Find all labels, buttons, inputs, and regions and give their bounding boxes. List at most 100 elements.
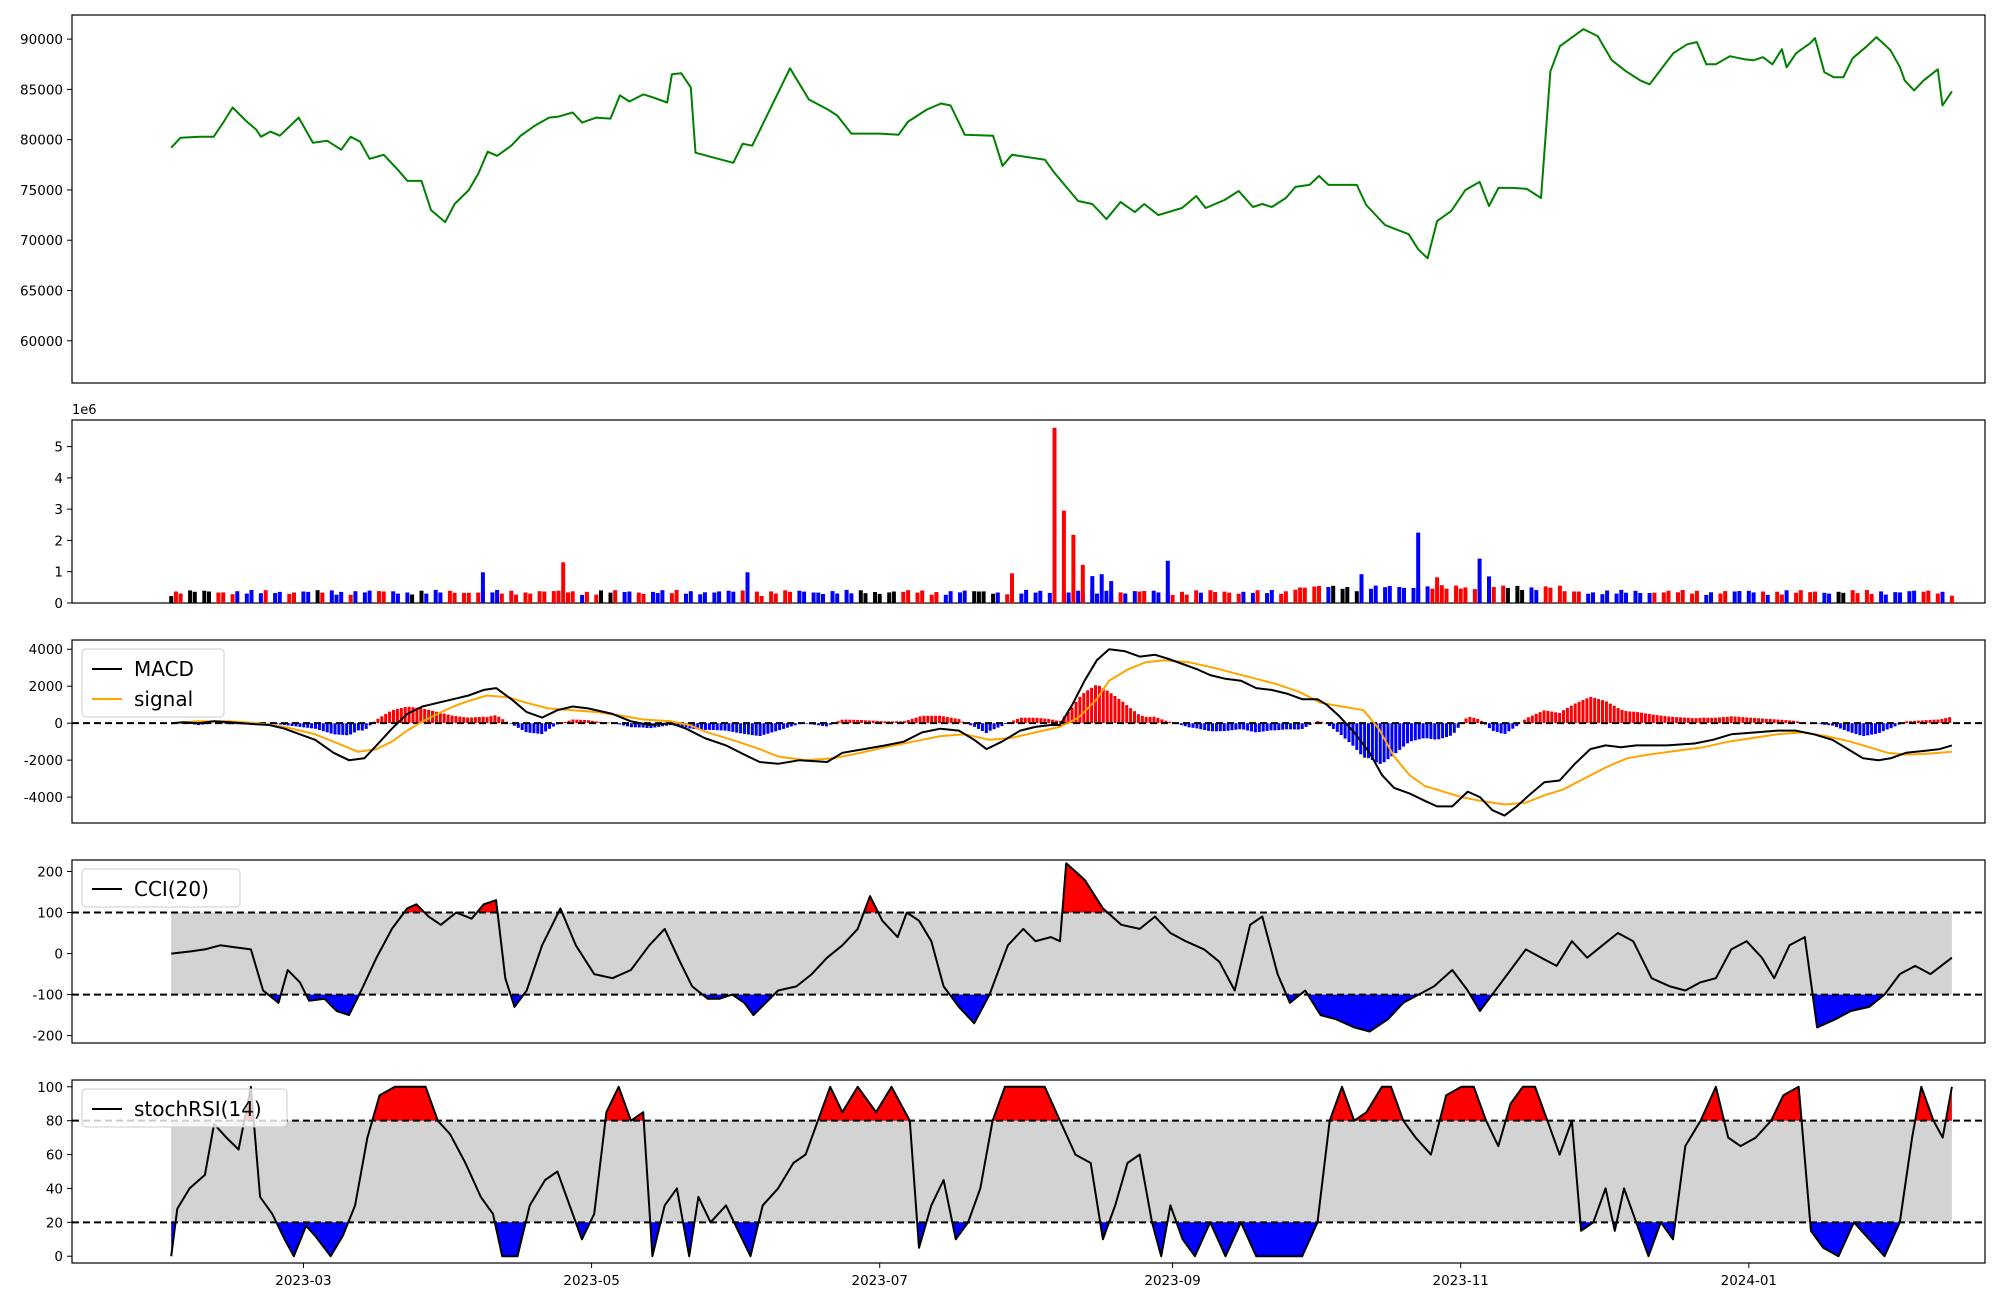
- macd-frame: [71, 639, 1986, 824]
- volume-bar: [580, 594, 585, 603]
- macd-histogram-bar: [785, 723, 789, 728]
- macd-histogram-bar: [1448, 723, 1452, 736]
- volume-bar: [688, 591, 693, 603]
- macd-histogram-bar: [1331, 723, 1335, 729]
- macd-histogram-bar: [910, 718, 914, 724]
- x-tick-label: 2023-03: [275, 1273, 331, 1289]
- volume-bar: [877, 593, 882, 603]
- volume-spike: [1090, 576, 1095, 603]
- volume-bar: [1794, 592, 1799, 603]
- macd-histogram-bar: [1156, 717, 1160, 724]
- macd-histogram-bar: [719, 723, 723, 731]
- macd-histogram-bar: [1905, 721, 1909, 724]
- volume-ytick-label: 5: [54, 440, 63, 456]
- macd-histogram-bar: [805, 723, 809, 724]
- macd-histogram-bar: [1694, 718, 1698, 724]
- volume-bar: [1236, 593, 1241, 603]
- macd-histogram-bar: [774, 723, 778, 732]
- macd-histogram-bar: [828, 723, 832, 725]
- volume-bar: [1283, 591, 1288, 603]
- macd-histogram-bar: [618, 723, 622, 725]
- macd-histogram-bar: [1265, 723, 1269, 731]
- macd-histogram-bar: [1378, 723, 1382, 764]
- volume-bar: [981, 591, 986, 603]
- macd-histogram-bar: [852, 719, 856, 724]
- volume-bar: [1123, 593, 1128, 603]
- macd-histogram-bar: [306, 723, 310, 728]
- macd-histogram-bar: [1335, 723, 1339, 732]
- macd-histogram-bar: [1386, 723, 1390, 760]
- macd-histogram-bar: [645, 723, 649, 728]
- macd-histogram-bar: [1417, 723, 1421, 740]
- volume-bar: [726, 590, 731, 603]
- volume-bar: [863, 593, 868, 603]
- macd-histogram-bar: [875, 720, 879, 724]
- volume-bar: [1869, 593, 1874, 603]
- macd-histogram-bar: [384, 714, 388, 724]
- macd-histogram-bar: [1682, 717, 1686, 724]
- volume-bar: [788, 591, 792, 603]
- macd-histogram-bar: [934, 715, 938, 724]
- macd-histogram-bar: [388, 711, 392, 724]
- macd-histogram-bar: [906, 720, 910, 724]
- macd-histogram-bar: [1133, 711, 1136, 724]
- macd-histogram-bar: [1612, 705, 1616, 724]
- macd-histogram-bar: [1136, 714, 1140, 724]
- macd-histogram-bar: [1616, 707, 1620, 724]
- stochrsi-under-fill: [683, 1222, 695, 1257]
- macd-histogram-bar: [364, 723, 368, 729]
- macd-histogram-bar: [1347, 723, 1351, 743]
- macd-histogram-bar: [329, 723, 333, 734]
- volume-bar: [509, 590, 514, 603]
- volume-bar: [1425, 586, 1430, 603]
- macd-histogram-bar: [633, 723, 637, 728]
- volume-spike: [1477, 558, 1482, 603]
- volume-bar: [1751, 592, 1756, 603]
- volume-bar: [1387, 586, 1392, 603]
- volume-bar: [419, 590, 424, 603]
- stochrsi-ytick-label: 20: [46, 1215, 63, 1231]
- macd-histogram-bar: [477, 717, 481, 724]
- macd-histogram-bar: [1097, 685, 1101, 724]
- macd-histogram-bar: [1495, 723, 1499, 733]
- macd-histogram-bar: [1944, 718, 1948, 724]
- macd-histogram-bar: [1846, 723, 1850, 732]
- macd-histogram-bar: [676, 723, 680, 727]
- volume-bar: [306, 591, 311, 603]
- macd-histogram-bar: [1780, 719, 1784, 724]
- volume-bar: [1312, 586, 1317, 603]
- macd-histogram-bar: [1686, 717, 1690, 724]
- volume-bar: [490, 592, 495, 603]
- volume-spike: [1099, 574, 1104, 603]
- cci-over-fill: [863, 896, 879, 913]
- volume-bar: [410, 594, 415, 603]
- volume-bar: [1666, 590, 1671, 603]
- price-line: [170, 28, 1953, 260]
- volume-bar: [273, 593, 278, 603]
- volume-bar: [523, 592, 528, 603]
- macd-histogram-bar: [1881, 723, 1885, 732]
- price-ytick-label: 60000: [20, 334, 63, 350]
- legend-box: [81, 868, 241, 908]
- macd-histogram-bar: [1109, 693, 1113, 724]
- macd-histogram-bar: [700, 723, 704, 730]
- macd-histogram-bar: [1690, 718, 1694, 724]
- stochrsi-under-fill: [575, 1222, 591, 1240]
- price-ytick-label: 80000: [20, 133, 63, 149]
- volume-spike: [1435, 577, 1440, 603]
- volume-bar: [858, 590, 863, 603]
- macd-histogram-bar: [1491, 723, 1495, 731]
- cci-ytick-label: -100: [32, 988, 63, 1004]
- macd-histogram-bar: [883, 721, 887, 724]
- macd-histogram-bar: [1729, 716, 1733, 724]
- macd-histogram-bar: [1078, 696, 1082, 724]
- macd-histogram-bar: [840, 719, 844, 724]
- volume-bar: [802, 591, 807, 603]
- macd-histogram-bar: [481, 716, 485, 724]
- macd-histogram-bar: [1105, 690, 1109, 724]
- volume-bar: [1033, 592, 1038, 603]
- volume-bar: [1652, 592, 1657, 603]
- macd-histogram-bar: [1367, 723, 1370, 759]
- volume-bar: [651, 591, 655, 603]
- macd-histogram-bar: [1608, 703, 1612, 724]
